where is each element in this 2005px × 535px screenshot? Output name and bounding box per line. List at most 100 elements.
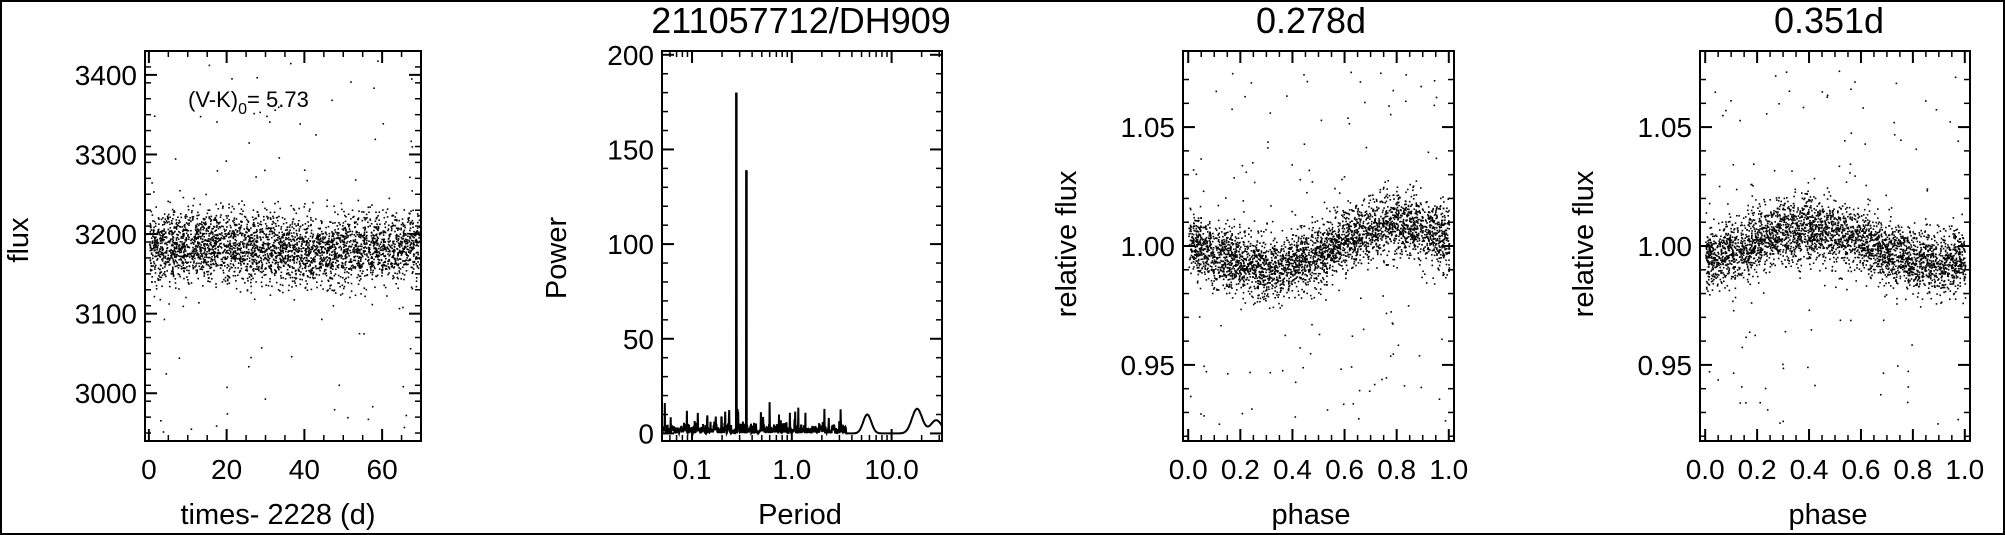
data-point — [303, 241, 305, 243]
data-point — [377, 243, 379, 245]
data-point — [309, 261, 312, 263]
data-point — [318, 235, 321, 238]
data-point — [225, 258, 227, 260]
data-point — [231, 266, 233, 269]
data-point — [211, 259, 214, 262]
data-point — [348, 223, 351, 226]
data-point — [362, 239, 364, 242]
data-point — [354, 179, 357, 181]
data-point — [307, 251, 310, 254]
data-point — [180, 265, 183, 268]
data-point — [1239, 226, 1241, 229]
data-point — [389, 245, 391, 247]
data-point — [200, 246, 202, 249]
data-point — [185, 232, 188, 235]
data-point — [155, 284, 158, 287]
data-point — [205, 223, 207, 225]
data-point — [353, 259, 355, 262]
data-point — [344, 250, 346, 253]
data-point — [216, 220, 218, 223]
data-point — [158, 218, 160, 220]
data-point — [168, 259, 171, 261]
data-point — [1343, 233, 1346, 236]
data-point — [278, 235, 281, 238]
data-point — [1356, 253, 1358, 255]
data-point — [161, 230, 164, 232]
data-point — [402, 249, 404, 252]
data-point — [168, 241, 171, 244]
data-point — [225, 252, 227, 254]
data-point — [295, 239, 298, 241]
data-point — [210, 230, 213, 233]
data-point — [177, 224, 180, 227]
data-point — [378, 252, 381, 255]
data-point — [409, 246, 411, 249]
data-point — [224, 276, 227, 279]
data-point — [339, 276, 342, 278]
data-point — [277, 234, 279, 237]
data-point — [387, 228, 390, 230]
data-point — [1237, 262, 1240, 265]
data-point — [1211, 240, 1214, 243]
data-point — [187, 205, 190, 208]
data-point — [358, 332, 361, 335]
data-point — [344, 257, 346, 260]
data-point — [1261, 261, 1264, 264]
data-point — [310, 271, 312, 273]
data-point — [1370, 239, 1372, 241]
data-point — [333, 258, 336, 260]
data-point — [1265, 275, 1267, 278]
data-point — [408, 240, 411, 243]
data-point — [281, 241, 284, 243]
data-point — [196, 237, 198, 239]
data-point — [324, 248, 327, 251]
data-point — [321, 260, 324, 263]
data-point — [357, 251, 360, 254]
data-point — [407, 263, 409, 266]
data-point — [164, 218, 167, 220]
data-point — [168, 221, 170, 223]
data-point — [391, 244, 393, 247]
data-point — [171, 232, 173, 234]
data-point — [267, 238, 269, 241]
data-point — [1323, 250, 1326, 253]
data-point — [1326, 233, 1329, 235]
data-point — [1417, 246, 1419, 248]
data-point — [383, 248, 386, 251]
data-point — [320, 222, 323, 225]
data-point — [1237, 268, 1239, 270]
data-point — [254, 225, 256, 228]
data-point — [220, 202, 222, 204]
data-point — [207, 209, 209, 211]
data-point — [369, 243, 372, 246]
data-point — [1342, 247, 1345, 249]
data-point — [159, 234, 161, 236]
data-point — [214, 255, 216, 258]
data-point — [331, 241, 334, 244]
data-point — [149, 231, 152, 233]
data-point — [235, 287, 238, 290]
data-point — [288, 234, 290, 236]
data-point — [417, 253, 420, 256]
data-point — [162, 224, 164, 226]
data-point — [259, 251, 262, 253]
data-point — [1307, 246, 1310, 249]
data-point — [162, 254, 165, 257]
data-point — [288, 239, 290, 241]
data-point — [1211, 260, 1214, 262]
data-point — [287, 256, 289, 259]
data-point — [269, 217, 272, 219]
data-point — [334, 262, 337, 264]
data-point — [282, 260, 284, 262]
data-point — [227, 252, 229, 254]
data-point — [344, 228, 347, 230]
data-point — [274, 274, 276, 277]
data-point — [150, 210, 153, 213]
data-point — [1427, 230, 1430, 233]
data-point — [1397, 209, 1400, 212]
data-point — [159, 231, 162, 233]
data-point — [278, 237, 281, 240]
data-point — [392, 249, 395, 252]
data-point — [1410, 233, 1413, 236]
data-point — [1231, 287, 1233, 289]
